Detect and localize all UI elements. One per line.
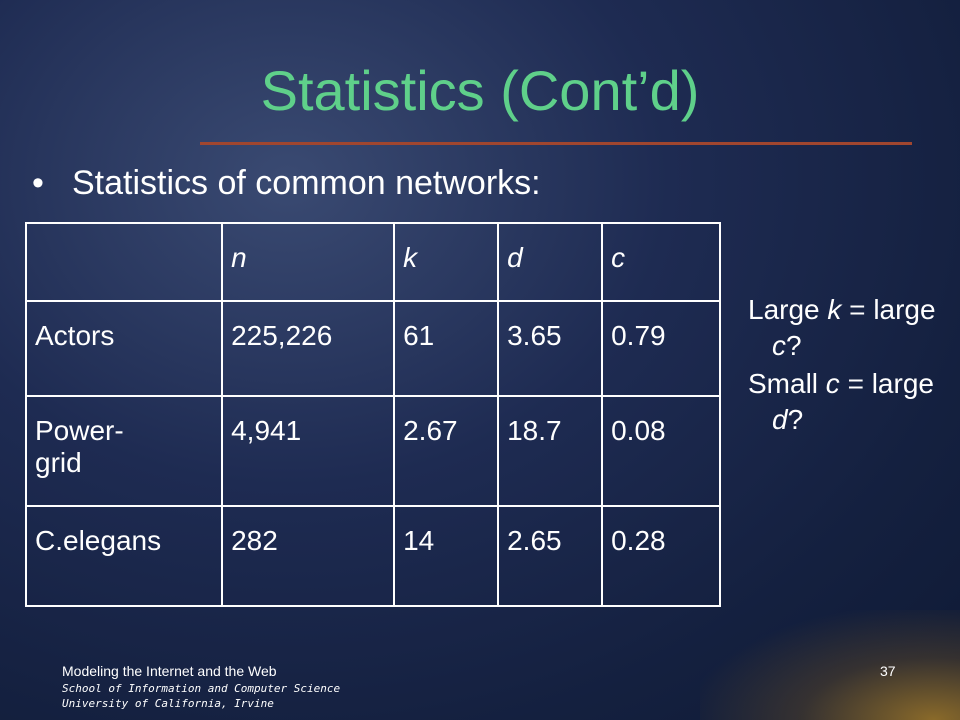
cell-text: C.elegans xyxy=(35,525,162,556)
note-variable: c xyxy=(825,368,840,399)
header-cell: k xyxy=(393,222,500,302)
cell-text: Power-grid xyxy=(35,415,124,478)
stats-table: n k d c Actors 225,226 61 3.65 0.79 Power-grid 4,9… xyxy=(24,222,722,607)
cell-text: 4,941 xyxy=(231,415,302,446)
table-cell: C.elegans xyxy=(24,505,224,607)
table-cell: 2.65 xyxy=(497,505,604,607)
note: Large k = large c? xyxy=(748,292,938,364)
cell-text: 0.79 xyxy=(611,320,666,351)
header-text: d xyxy=(507,242,523,273)
header-text: n xyxy=(231,242,247,273)
note-text: Large xyxy=(748,294,828,325)
note-variable: k xyxy=(827,294,842,325)
note-text: = large xyxy=(841,294,936,325)
footer-school: School of Information and Computer Scien… xyxy=(62,682,341,695)
table-cell: 14 xyxy=(393,505,500,607)
table-row: C.elegans 282 14 2.65 0.28 xyxy=(24,505,722,607)
table-row: Power-grid 4,941 2.67 18.7 0.08 xyxy=(24,395,722,507)
table-cell: 61 xyxy=(393,300,500,397)
header-cell: n xyxy=(221,222,396,302)
header-cell: d xyxy=(497,222,604,302)
header-cell: c xyxy=(601,222,722,302)
table-cell: 18.7 xyxy=(497,395,604,507)
side-notes: Large k = large c? Small c = large d? xyxy=(748,292,938,440)
corner-cell xyxy=(24,222,224,302)
table-row: Actors 225,226 61 3.65 0.79 xyxy=(24,300,722,397)
cell-text: 0.28 xyxy=(611,525,666,556)
note-text: ? xyxy=(786,330,802,361)
table-cell: 282 xyxy=(221,505,396,607)
table-cell: 0.28 xyxy=(601,505,722,607)
cell-text: 0.08 xyxy=(611,415,666,446)
cell-text: 2.65 xyxy=(507,525,562,556)
background-glow xyxy=(700,610,960,720)
note-variable: c xyxy=(772,330,786,361)
note-text: Small xyxy=(748,368,826,399)
cell-text: 14 xyxy=(403,525,435,556)
bullet-text: Statistics of common networks: xyxy=(72,164,541,202)
cell-text: 225,226 xyxy=(231,320,333,351)
cell-text: 3.65 xyxy=(507,320,562,351)
slide-title: Statistics (Cont’d) xyxy=(260,59,700,122)
table-cell: 0.08 xyxy=(601,395,722,507)
note: Small c = large d? xyxy=(748,366,938,438)
title-rule xyxy=(200,142,912,145)
cell-text: 282 xyxy=(231,525,278,556)
header-text: k xyxy=(403,242,418,273)
page-number: 37 xyxy=(880,663,896,679)
note-variable: d xyxy=(772,404,788,435)
cell-text: 61 xyxy=(403,320,435,351)
cell-text: 18.7 xyxy=(507,415,562,446)
cell-text: Actors xyxy=(35,320,115,351)
footer-university: University of California, Irvine xyxy=(62,697,274,710)
table-cell: Actors xyxy=(24,300,224,397)
cell-text: 2.67 xyxy=(403,415,458,446)
bullet-dot: • xyxy=(32,164,44,202)
table-cell: 3.65 xyxy=(497,300,604,397)
table-cell: 0.79 xyxy=(601,300,722,397)
table-cell: 4,941 xyxy=(221,395,396,507)
table-cell: 225,226 xyxy=(221,300,396,397)
table-cell: Power-grid xyxy=(24,395,224,507)
header-text: c xyxy=(611,242,626,273)
note-text: ? xyxy=(787,404,804,435)
table-cell: 2.67 xyxy=(393,395,500,507)
note-text: = large xyxy=(839,368,934,399)
footer-course: Modeling the Internet and the Web xyxy=(62,663,277,679)
